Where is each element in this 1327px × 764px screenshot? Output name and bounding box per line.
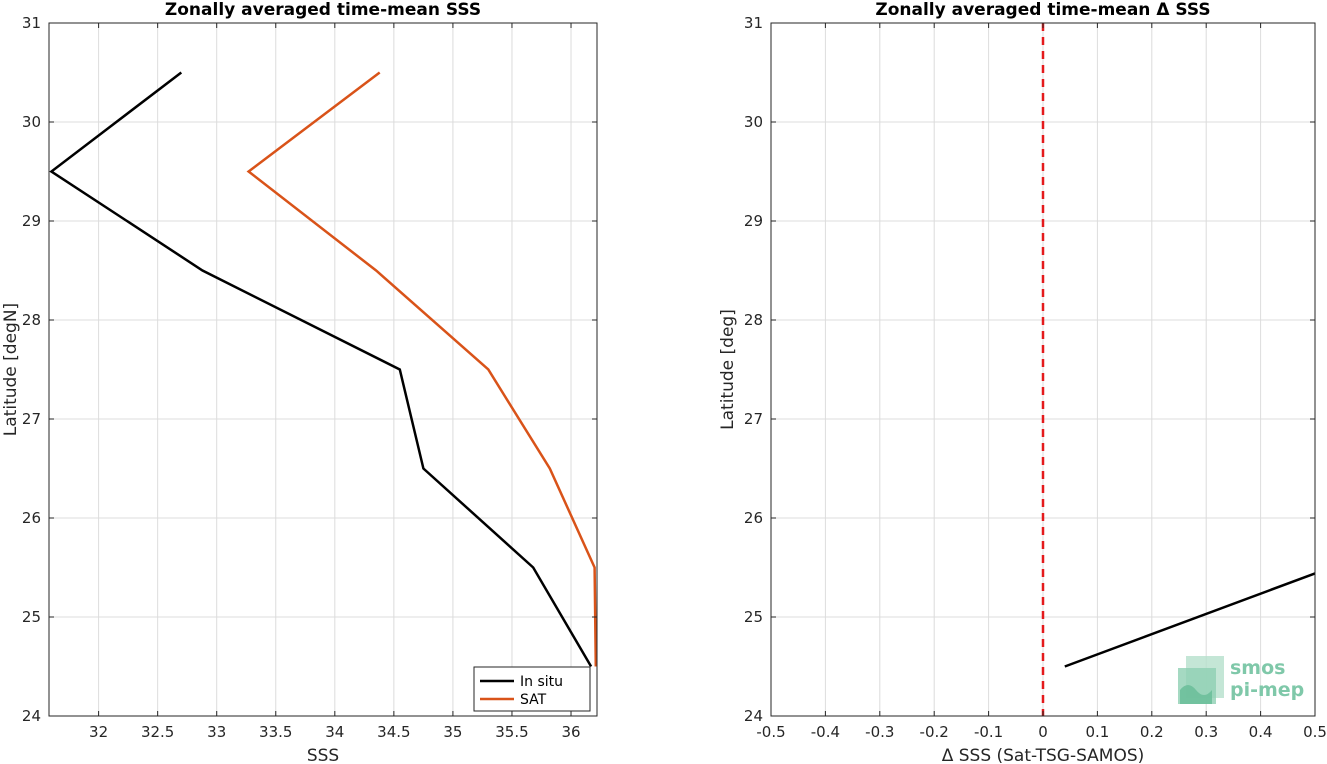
x-axis-label: Δ SSS (Sat-TSG-SAMOS) <box>942 746 1145 764</box>
logo-text-smos: smos <box>1230 657 1285 679</box>
x-tick-label: 0.3 <box>1194 723 1218 741</box>
x-tick-label: -0.5 <box>756 723 785 741</box>
y-tick-label: 28 <box>744 311 763 329</box>
y-tick-label: 27 <box>22 410 41 428</box>
x-tick-label: 33.5 <box>259 723 292 741</box>
logo-emblem <box>1178 656 1224 704</box>
y-tick-label: 31 <box>22 14 41 32</box>
y-tick-label: 26 <box>744 509 763 527</box>
legend-label: In situ <box>520 674 563 690</box>
x-tick-label: -0.2 <box>920 723 949 741</box>
y-tick-label: 24 <box>744 707 763 725</box>
x-tick-label: 0.5 <box>1303 723 1327 741</box>
y-tick-label: 29 <box>744 212 763 230</box>
legend: In situ SAT <box>473 666 591 712</box>
y-tick-label: 28 <box>22 311 41 329</box>
x-tick-label: 33 <box>207 723 226 741</box>
y-tick-label: 25 <box>22 608 41 626</box>
x-tick-label: -0.3 <box>865 723 894 741</box>
x-axis-label: SSS <box>307 746 339 764</box>
x-tick-label: 0.2 <box>1140 723 1164 741</box>
x-tick-label: -0.1 <box>974 723 1003 741</box>
y-tick-label: 30 <box>22 113 41 131</box>
x-tick-label: 32 <box>89 723 108 741</box>
series-line-in-situ <box>49 71 593 668</box>
legend-label: SAT <box>520 692 547 708</box>
y-tick-label: 31 <box>744 14 763 32</box>
y-axis-label: Latitude [degN] <box>1 303 21 436</box>
plot-frame <box>48 22 598 717</box>
x-tick-label: 34 <box>325 723 344 741</box>
x-tick-label: 0.1 <box>1085 723 1109 741</box>
x-tick-label: 35 <box>443 723 462 741</box>
chart-title: Zonally averaged time-mean SSS <box>165 0 481 20</box>
logo-text-pimep: pi-mep <box>1230 679 1304 701</box>
series-line-sat <box>246 71 598 667</box>
series-line-0 <box>1064 572 1316 668</box>
x-tick-label: 35.5 <box>495 723 528 741</box>
y-tick-label: 27 <box>744 410 763 428</box>
x-tick-label: 36 <box>561 723 580 741</box>
x-tick-label: 32.5 <box>141 723 174 741</box>
chart-title: Zonally averaged time-mean Δ SSS <box>875 0 1210 20</box>
x-tick-label: -0.4 <box>811 723 840 741</box>
x-tick-label: 0.4 <box>1249 723 1273 741</box>
y-tick-label: 24 <box>22 707 41 725</box>
y-tick-label: 30 <box>744 113 763 131</box>
y-tick-label: 26 <box>22 509 41 527</box>
chart-delta-sss: -0.5 -0.4 -0.3 -0.2 -0.1 0 0.1 0.2 0.3 0.4 0.5 24 25… <box>718 0 1327 764</box>
y-tick-label: 29 <box>22 212 41 230</box>
x-tick-label: 0 <box>1038 723 1048 741</box>
legend-box <box>473 666 591 712</box>
y-tick-label: 25 <box>744 608 763 626</box>
chart-sss: 32 32.5 33 33.5 34 34.5 35 35.5 36 24 25 26 27 28 29 30… <box>1 0 598 764</box>
smos-pimep-logo: smos pi-mep <box>1178 656 1304 704</box>
y-axis-label: Latitude [deg] <box>718 309 738 430</box>
x-tick-label: 34.5 <box>377 723 410 741</box>
